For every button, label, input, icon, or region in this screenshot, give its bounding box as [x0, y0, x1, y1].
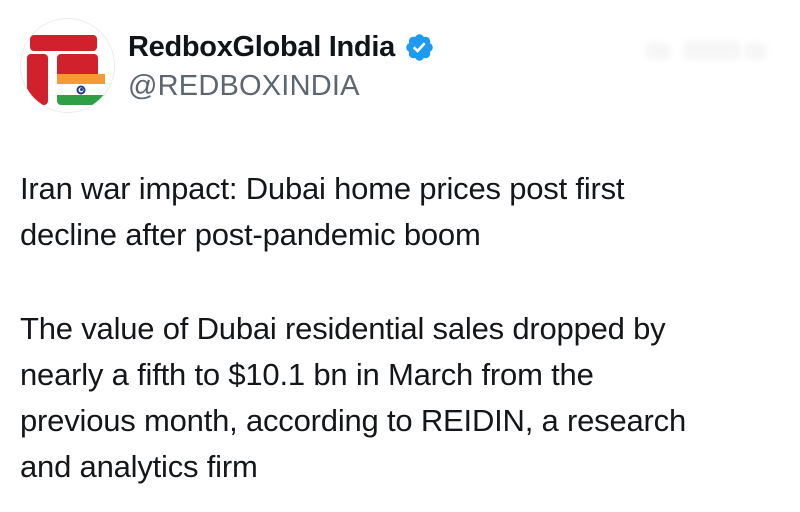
user-identity-block: RedboxGlobal India @REDBOXINDIA — [128, 30, 435, 103]
tweet-paragraph: Iran war impact: Dubai home prices post … — [20, 166, 788, 258]
tweet-text-line: decline after post-pandemic boom — [20, 217, 481, 252]
tweet-paragraph: The value of Dubai residential sales dro… — [20, 306, 788, 490]
tweet-text-line: The value of Dubai residential sales dro… — [20, 311, 666, 346]
india-flag — [57, 74, 105, 105]
flag-green-stripe — [57, 95, 105, 105]
tweet-text: Iran war impact: Dubai home prices post … — [20, 166, 788, 490]
display-name[interactable]: RedboxGlobal India — [128, 31, 395, 63]
flag-saffron-stripe — [57, 74, 105, 84]
user-handle[interactable]: @REDBOXINDIA — [128, 70, 360, 102]
ashoka-chakra-icon — [76, 85, 86, 94]
logo-red-block-right — [57, 54, 98, 75]
logo-red-bar-top — [30, 35, 97, 51]
tweet-text-line: and analytics firm — [20, 449, 258, 484]
avatar[interactable] — [20, 18, 115, 113]
tweet-text-line: previous month, according to REIDIN, a r… — [20, 403, 687, 438]
flag-white-stripe — [57, 84, 105, 95]
watermark-smudge — [683, 40, 741, 60]
faded-watermark — [645, 38, 770, 62]
name-row: RedboxGlobal India — [128, 30, 435, 64]
logo-red-bar-left — [27, 54, 48, 105]
verified-badge-icon — [406, 33, 433, 61]
watermark-smudge — [645, 42, 671, 60]
tweet-text-line: nearly a fifth to $10.1 bn in March from… — [20, 357, 594, 392]
watermark-smudge — [745, 42, 767, 60]
tweet-text-line: Iran war impact: Dubai home prices post … — [20, 171, 625, 206]
